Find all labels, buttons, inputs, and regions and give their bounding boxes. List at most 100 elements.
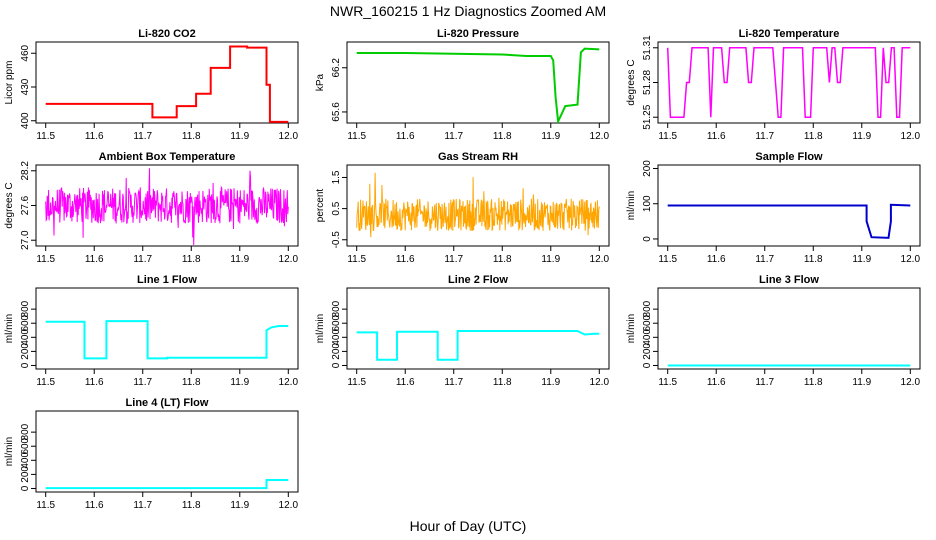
x-tick-label: 11.7 xyxy=(755,131,774,142)
panel-title: Gas Stream RH xyxy=(438,151,518,163)
y-axis-label: kPa xyxy=(315,73,326,91)
x-tick-label: 11.9 xyxy=(541,377,560,388)
x-tick-label: 11.5 xyxy=(658,254,677,265)
x-tick-label: 11.9 xyxy=(852,131,871,142)
series-group xyxy=(666,47,911,118)
y-tick-label: 200 xyxy=(20,343,31,360)
series-line xyxy=(45,45,289,123)
panel-title: Line 4 (LT) Flow xyxy=(126,397,209,409)
y-tick-label: 200 xyxy=(20,466,31,483)
panel-9: Line 3 Flow 11.5 11.6 11.7 11.8 11.9 12.0 0 2004… xyxy=(626,274,921,388)
y-tick-label: 1.5 xyxy=(331,170,342,184)
y-tick-label: 460 xyxy=(20,44,31,61)
x-tick-label: 12.0 xyxy=(279,254,299,265)
x-tick-label: 12.0 xyxy=(901,254,921,265)
x-tick-label: 11.8 xyxy=(182,500,201,511)
series-line xyxy=(356,172,600,238)
x-tick-label: 11.8 xyxy=(804,131,823,142)
x-tick-label: 11.8 xyxy=(182,377,201,388)
series-group xyxy=(667,203,911,239)
figure-xlabel: Hour of Day (UTC) xyxy=(410,518,527,534)
panel-10: Line 4 (LT) Flow 11.5 11.6 11.7 11.8 11.9 12.0… xyxy=(4,397,299,511)
x-tick-label: 11.7 xyxy=(133,254,152,265)
plot-frame xyxy=(346,164,610,247)
x-tick-label: 11.5 xyxy=(347,254,366,265)
y-tick-label: 400 xyxy=(331,329,342,346)
y-tick-label: 0 xyxy=(642,236,653,242)
plot-frame xyxy=(346,287,610,370)
panel-title: Li-820 CO2 xyxy=(138,28,195,40)
y-axis-label: percent xyxy=(315,189,326,223)
plot-frame xyxy=(657,287,921,370)
y-tick-label: 66.2 xyxy=(331,58,342,78)
x-tick-label: 11.8 xyxy=(182,254,201,265)
panels: Li-820 CO2 11.5 11.6 11.7 11.8 11.9 12.0 400 430… xyxy=(4,28,921,511)
x-tick-label: 11.5 xyxy=(658,377,677,388)
x-tick-label: 12.0 xyxy=(590,131,610,142)
x-tick-label: 11.8 xyxy=(493,131,512,142)
y-axis-label: Licor ppm xyxy=(4,61,15,105)
y-tick-label: 0 xyxy=(20,485,31,491)
x-tick-label: 11.7 xyxy=(755,377,774,388)
panel-title: Line 2 Flow xyxy=(448,274,508,286)
x-tick-label: 11.8 xyxy=(804,377,823,388)
plot-frame xyxy=(346,41,610,124)
panel-5: Gas Stream RH 11.5 11.6 11.7 11.8 11.9 12.0 -0.… xyxy=(315,151,610,265)
y-axis-label: ml/min xyxy=(4,314,15,343)
panel-3: Li-820 Temperature 11.5 11.6 11.7 11.8 11.9 12… xyxy=(626,28,921,142)
y-tick-label: 400 xyxy=(642,329,653,346)
x-tick-label: 11.6 xyxy=(85,254,104,265)
x-tick-label: 12.0 xyxy=(590,377,610,388)
series-group xyxy=(45,168,289,246)
panel-4: Ambient Box Temperature 11.5 11.6 11.7 11.8 1… xyxy=(4,151,299,265)
x-tick-label: 12.0 xyxy=(279,131,299,142)
y-tick-label: 430 xyxy=(20,78,31,95)
series-line xyxy=(45,320,289,360)
x-tick-label: 11.9 xyxy=(852,254,871,265)
y-axis-label: degrees C xyxy=(626,59,637,105)
x-tick-label: 11.5 xyxy=(36,254,55,265)
y-tick-label: 600 xyxy=(20,314,31,331)
x-tick-label: 11.5 xyxy=(36,131,55,142)
y-tick-label: -0.5 xyxy=(331,231,342,249)
y-tick-label: 400 xyxy=(20,329,31,346)
y-tick-label: 27.0 xyxy=(20,230,31,250)
panel-7: Line 1 Flow 11.5 11.6 11.7 11.8 11.9 12.0 0 2004… xyxy=(4,274,299,388)
x-tick-label: 11.8 xyxy=(493,254,512,265)
x-tick-label: 11.9 xyxy=(541,131,560,142)
x-tick-label: 11.7 xyxy=(133,131,152,142)
x-tick-label: 11.7 xyxy=(444,377,463,388)
x-tick-label: 11.9 xyxy=(230,254,249,265)
series-group xyxy=(356,47,600,123)
series-group xyxy=(45,320,289,360)
x-tick-label: 11.8 xyxy=(182,131,201,142)
series-line xyxy=(45,168,289,246)
x-tick-label: 11.7 xyxy=(444,254,463,265)
series-group xyxy=(45,479,289,490)
y-tick-label: 0 xyxy=(331,362,342,368)
x-tick-label: 11.7 xyxy=(444,131,463,142)
x-tick-label: 11.9 xyxy=(230,131,249,142)
panel-title: Li-820 Pressure xyxy=(437,28,519,40)
panel-8: Line 2 Flow 11.5 11.6 11.7 11.8 11.9 12.0 0 2004… xyxy=(315,274,610,388)
panel-title: Line 3 Flow xyxy=(759,274,819,286)
y-tick-label: 600 xyxy=(20,437,31,454)
series-group xyxy=(356,330,600,361)
y-tick-label: 600 xyxy=(642,314,653,331)
y-tick-label: 200 xyxy=(642,343,653,360)
y-tick-label: 0.5 xyxy=(331,201,342,215)
x-tick-label: 12.0 xyxy=(279,500,299,511)
y-tick-label: 800 xyxy=(642,300,653,317)
x-tick-label: 11.6 xyxy=(396,377,415,388)
panel-title: Li-820 Temperature xyxy=(739,28,840,40)
figure-title: NWR_160215 1 Hz Diagnostics Zoomed AM xyxy=(330,3,606,19)
x-tick-label: 12.0 xyxy=(279,377,299,388)
y-tick-label: 28.2 xyxy=(20,161,31,181)
y-axis-label: ml/min xyxy=(4,437,15,466)
series-line xyxy=(356,47,600,123)
x-tick-label: 11.7 xyxy=(755,254,774,265)
x-tick-label: 12.0 xyxy=(590,254,610,265)
x-tick-label: 12.0 xyxy=(901,377,921,388)
y-axis-label: ml/min xyxy=(626,314,637,343)
